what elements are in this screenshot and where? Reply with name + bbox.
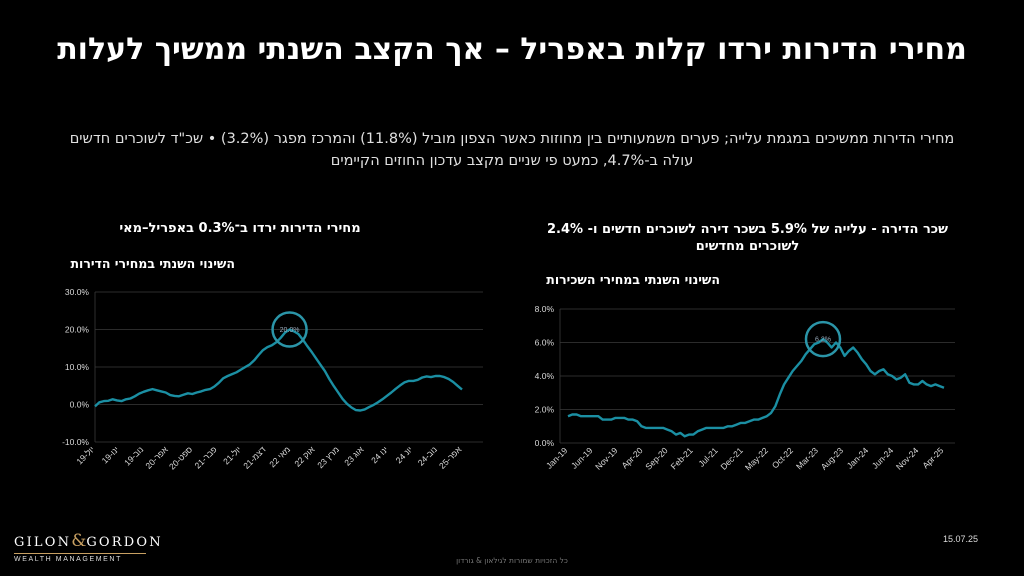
left-y-tick-label: -10.0%: [62, 437, 89, 447]
right-x-tick-label: Jun-19: [569, 445, 595, 471]
page-subtitle: מחירי הדירות ממשיכים במגמת עלייה; פערים …: [69, 131, 955, 169]
right-y-tick-label: 0.0%: [535, 438, 555, 448]
right-x-tick-label: Apr-20: [620, 445, 645, 470]
right-y-tick-label: 4.0%: [535, 371, 555, 381]
logo-subtitle: WEALTH MANAGEMENT: [14, 556, 122, 563]
right-peak-label: 6.2%: [815, 337, 831, 344]
left-x-tick-label: מרץ 23: [315, 444, 341, 470]
left-x-tick-label: פבר-21: [193, 444, 219, 470]
left-x-tick-label: ינו-19: [100, 444, 121, 465]
left-chart-title: מחירי הדירות ירדו ב־0.3% באפריל–מאי: [119, 221, 361, 236]
left-x-tick-label: ספט-20: [167, 444, 195, 472]
left-series-line: [94, 328, 463, 412]
left-x-tick-label: ינו 24: [369, 444, 390, 465]
right-x-tick-label: Jan-19: [544, 445, 570, 471]
right-y-tick-label: 8.0%: [535, 304, 555, 314]
logo-ampersand: &: [71, 531, 87, 551]
logo-text-right: GORDON: [86, 535, 163, 550]
slide-date: 15.07.25: [942, 534, 978, 544]
page-title: מחירי הדירות ירדו קלות באפריל – אך הקצב …: [57, 32, 967, 67]
right-x-tick-label: Oct-22: [770, 445, 795, 470]
right-x-tick-label: Feb-21: [669, 445, 695, 471]
left-x-tick-label: מאי 22: [267, 444, 292, 469]
right-chart-ylabel: השינוי השנתי במחירי השכירות: [546, 272, 720, 287]
left-chart-ylabel: השינוי השנתי במחירי הדירות: [70, 256, 235, 271]
left-x-tick-label: אוק 22: [292, 444, 317, 469]
footer-copyright: כל הזכויות שמורות לגילאון & גורדון: [456, 556, 568, 565]
right-y-tick-label: 2.0%: [535, 405, 555, 415]
brand-logo: GILON&GORDON WEALTH MANAGEMENT: [14, 531, 161, 563]
left-x-tick-label: נוב-19: [122, 444, 145, 467]
right-x-tick-label: Dec-21: [718, 445, 745, 472]
logo-text-left: GILON: [14, 535, 72, 550]
right-chart-title: שכר הדירה - עלייה של 5.9% בשכר דירה לשוכ…: [547, 222, 948, 254]
left-y-tick-label: 30.0%: [65, 287, 90, 297]
left-y-tick-label: 20.0%: [65, 325, 90, 335]
right-peak-circle: [804, 320, 842, 358]
left-y-tick-label: 10.0%: [65, 362, 90, 372]
right-x-tick-label: Mar-23: [794, 445, 820, 471]
right-x-tick-label: May-22: [743, 445, 770, 472]
left-peak-circle: [271, 311, 308, 348]
right-x-tick-label: Aug-23: [819, 445, 846, 472]
left-x-tick-label: יול-19: [74, 444, 96, 466]
left-x-tick-label: אפר-25: [437, 444, 464, 471]
right-x-tick-label: Apr-25: [920, 445, 945, 470]
left-x-tick-label: אפר-20: [143, 444, 170, 471]
left-x-tick-label: אוג 23: [342, 444, 366, 468]
left-y-tick-label: 0.0%: [70, 400, 90, 410]
right-x-tick-label: Jan-24: [845, 445, 871, 471]
logo-divider: [14, 553, 146, 554]
right-x-tick-label: Nov-19: [593, 445, 620, 472]
left-x-tick-label: יונ 24: [394, 444, 415, 465]
left-peak-label: 20.0%: [280, 327, 300, 334]
left-x-tick-label: דצמ-21: [241, 444, 268, 471]
left-x-tick-label: יול-21: [221, 444, 243, 466]
right-x-tick-label: Jul-21: [696, 445, 720, 469]
right-x-tick-label: Jun-24: [870, 445, 896, 471]
right-x-tick-label: Sep-20: [643, 445, 670, 472]
right-y-tick-label: 6.0%: [535, 338, 555, 348]
right-series-line: [567, 337, 945, 438]
right-x-tick-label: Nov-24: [894, 445, 921, 472]
left-x-tick-label: נוב-24: [416, 444, 439, 467]
